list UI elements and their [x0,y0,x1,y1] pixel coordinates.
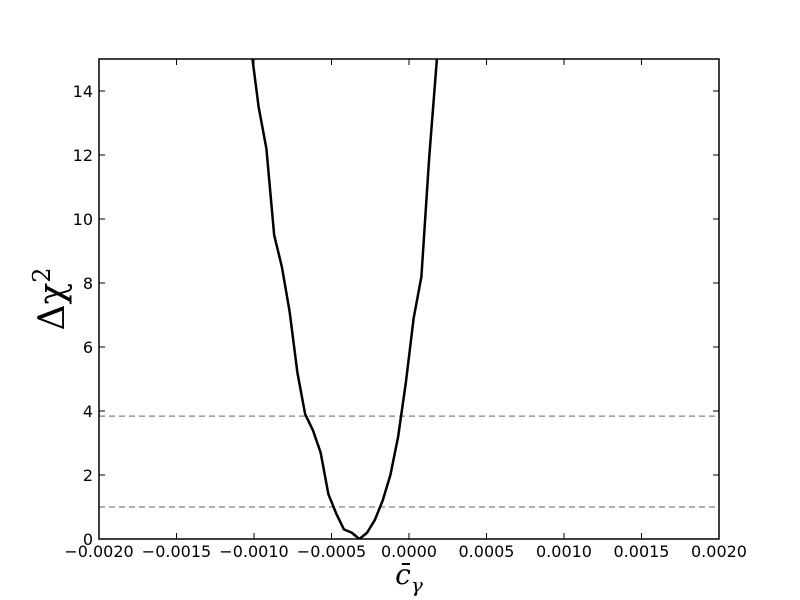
data-line [251,59,439,539]
y-axis-label: Δχ2 [28,267,73,330]
x-tick-label: 0.0015 [614,542,670,561]
x-label-sub: γ [411,573,423,597]
plot-frame [98,58,720,540]
y-tick-label: 14 [73,82,93,101]
x-tick-label: 0.0000 [381,542,437,561]
x-tick-label: −0.0015 [142,542,211,561]
y-label-sup: 2 [28,267,56,282]
y-tick-label: 0 [83,530,93,549]
x-tick-label: −0.0020 [64,542,133,561]
x-tick-label: −0.0005 [297,542,366,561]
y-tick-label: 8 [83,274,93,293]
x-axis-label: c̄γ [395,558,423,597]
y-tick-label: 10 [73,210,93,229]
x-tick-label: 0.0005 [459,542,515,561]
y-tick-label: 6 [83,338,93,357]
x-tick-label: −0.0010 [219,542,288,561]
x-tick-label: 0.0010 [536,542,592,561]
y-tick-label: 2 [83,466,93,485]
x-tick-label: 0.0020 [691,542,747,561]
x-label-base: c̄ [395,558,411,591]
y-tick-label: 4 [83,402,93,421]
y-tick-label: 12 [73,146,93,165]
y-label-base: Δχ [32,283,73,331]
